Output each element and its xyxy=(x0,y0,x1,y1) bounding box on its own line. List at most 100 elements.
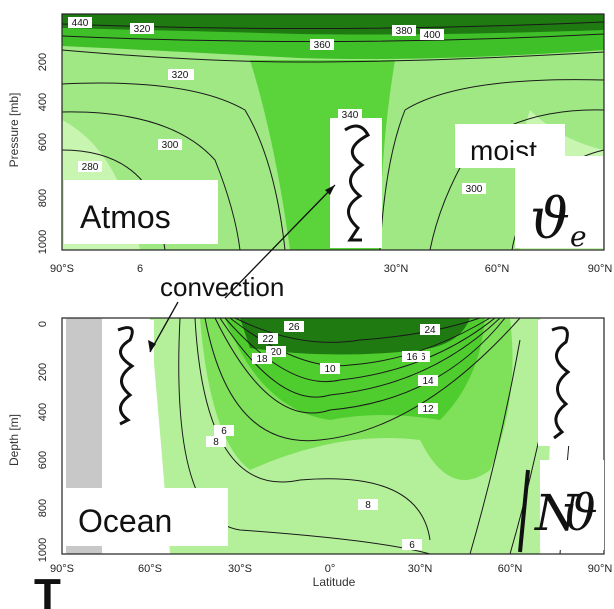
ocean-x-tick-label: 30°N xyxy=(408,563,433,575)
atmos-contour-label-bg xyxy=(462,183,486,194)
ocean-y-axis-label: Depth [m] xyxy=(7,414,21,466)
atmos-label-box xyxy=(64,180,218,244)
atmos-contour-label-bg xyxy=(68,17,92,28)
ocean-contour-label: 14 xyxy=(422,376,434,387)
theta-box xyxy=(540,460,604,550)
atmos-x-tick-label: 90°S xyxy=(50,263,74,275)
convection-arrow-atmos xyxy=(224,184,336,299)
atmos-contour-label: 320 xyxy=(172,70,189,81)
atmos-contour-label: 400 xyxy=(424,30,441,41)
ocean-contour-label: 10 xyxy=(324,364,336,375)
ocean-y-ticks: 0 200 400 600 800 1000 xyxy=(37,321,49,562)
ocean-y-tick-label: 1000 xyxy=(37,538,49,562)
atmos-y-axis-label: Pressure [mb] xyxy=(7,93,21,168)
theta-bar xyxy=(518,469,530,553)
ocean-contour-label-bg xyxy=(402,351,422,362)
ocean-frame xyxy=(61,317,605,555)
atmos-y-tick-label: 200 xyxy=(37,53,49,71)
atmos-contour-label-bg xyxy=(78,161,102,172)
ocean-contour-label-bg xyxy=(358,499,378,510)
ocean-x-ticks: 90°S 60°S 30°S 0° 30°N 60°N 90°N xyxy=(50,563,612,575)
atmos-y-tick-label: 1000 xyxy=(37,230,49,254)
theta-e-box xyxy=(515,156,603,248)
corner-letter: T xyxy=(34,570,61,609)
ocean-convection-box-left xyxy=(104,320,154,430)
ocean-contour-label: 16 xyxy=(406,352,418,363)
ocean-label-box xyxy=(64,488,228,546)
atmos-contour-label: 300 xyxy=(466,184,483,195)
convection-arrowhead-atmos xyxy=(325,185,335,195)
atmos-contour-label-bg xyxy=(338,109,362,120)
convection-label: convection xyxy=(160,272,284,302)
atmos-contour-label: 380 xyxy=(396,26,413,37)
ocean-contour-label-bg xyxy=(320,363,340,374)
ocean-contour-label: 12 xyxy=(422,404,434,415)
atmos-y-tick-label: 600 xyxy=(37,133,49,151)
ocean-contour-label: 20 xyxy=(270,347,282,358)
ocean-contour-label: 22 xyxy=(262,334,274,345)
ocean-convection-squiggle-right xyxy=(551,326,571,440)
atmos-y-tick-label: 800 xyxy=(37,189,49,207)
ocean-x-tick-label: 30°S xyxy=(228,563,252,575)
ocean-contour-label-bg xyxy=(206,436,226,447)
atmos-label: Atmos xyxy=(80,199,171,235)
ocean-contour-label-bg xyxy=(420,324,440,335)
ocean-contour-label-bg xyxy=(402,539,422,550)
ocean-x-tick-label: 60°N xyxy=(498,563,523,575)
ocean-contour-labels: 262422201816161410128686421 xyxy=(206,321,570,551)
atmos-x-tick-label: 30°N xyxy=(384,263,409,275)
atmos-contour-label-bg xyxy=(130,23,154,34)
theta-e-symbol: ϑ xyxy=(530,187,570,252)
atmos-x-ticks: 90°S 6 30°N 60°N 90°N xyxy=(50,263,612,275)
ocean-contour-label: 8 xyxy=(365,500,371,511)
atmos-x-tick-label: 6 xyxy=(137,263,143,275)
atmos-contour-label-bg xyxy=(420,29,444,40)
ocean-contour-label-bg xyxy=(258,333,278,344)
ocean-y-tick-label: 800 xyxy=(37,499,49,517)
atmos-contour-label: 280 xyxy=(82,162,99,173)
ocean-x-axis-label: Latitude xyxy=(313,575,356,589)
atmos-contour-label: 440 xyxy=(72,18,89,29)
atmos-x-tick-label: 60°N xyxy=(485,263,510,275)
atmos-convection-squiggle xyxy=(344,124,371,242)
ocean-contour-label: 8 xyxy=(213,437,219,448)
ocean-x-tick-label: 0° xyxy=(325,563,336,575)
atmos-x-tick-label: 90°N xyxy=(588,263,613,275)
ocean-x-tick-label: 90°N xyxy=(588,563,613,575)
ocean-y-tick-label: 0 xyxy=(37,321,49,327)
theta-prefix: N xyxy=(534,484,581,542)
atmos-contour-label-bg xyxy=(310,39,334,50)
theta-e-subscript: e xyxy=(570,220,587,253)
ocean-contour-label: 26 xyxy=(288,322,300,333)
atmos-y-tick-label: 400 xyxy=(37,93,49,111)
atmos-band-darktop xyxy=(62,14,604,35)
ocean-x-tick-label: 90°S xyxy=(50,563,74,575)
atmos-contour-label-bg xyxy=(392,25,416,36)
ocean-contour-label: 6 xyxy=(409,540,415,551)
ocean-y-tick-label: 400 xyxy=(37,403,49,421)
ocean-y-tick-label: 200 xyxy=(37,363,49,381)
ocean-contour-label: 24 xyxy=(424,325,436,336)
theta-symbol: ϑ xyxy=(562,484,598,542)
ocean-contour-label-bg xyxy=(284,321,304,332)
atmos-contour-label: 320 xyxy=(134,24,151,35)
ocean-x-tick-label: 60°S xyxy=(138,563,162,575)
ocean-contour-label-bg xyxy=(418,375,438,386)
atmos-y-ticks: 200 400 600 800 1000 xyxy=(37,53,49,254)
atmos-contour-label-bg xyxy=(168,69,192,80)
ocean-y-tick-label: 600 xyxy=(37,451,49,469)
atmos-contour-label: 360 xyxy=(314,40,331,51)
ocean-contour-label-bg xyxy=(418,403,438,414)
convection-arrowhead-ocean xyxy=(148,340,156,352)
ocean-convection-squiggle-left xyxy=(117,326,135,426)
ocean-contour-label: 6 xyxy=(221,426,227,437)
ocean-contour-label-bg xyxy=(266,346,286,357)
atmos-contour-label: 340 xyxy=(342,110,359,121)
ocean-label: Ocean xyxy=(78,503,172,539)
atmos-contour-label-bg xyxy=(158,139,182,150)
ocean-contour-label-bg xyxy=(214,425,234,436)
ocean-contour-label: 18 xyxy=(256,354,268,365)
atmos-contour-label: 300 xyxy=(162,140,179,151)
ocean-contour-label-bg xyxy=(252,353,272,364)
